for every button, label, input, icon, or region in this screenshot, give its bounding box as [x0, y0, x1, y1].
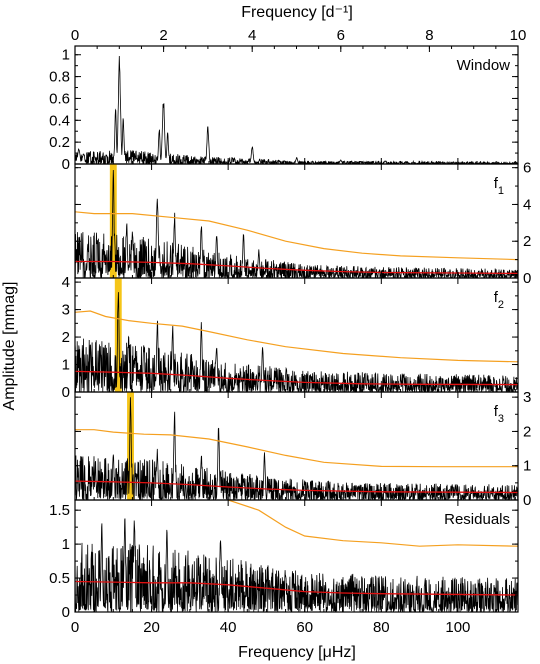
- ytick-label: 4: [523, 196, 531, 213]
- panel-label-f1: f1: [494, 175, 504, 197]
- spectrum-line-f1: [75, 169, 518, 278]
- ytick-label: 2: [523, 423, 531, 440]
- spectrum-line-window: [75, 55, 518, 164]
- ytick-label: 3: [62, 302, 70, 319]
- significance-threshold-residuals: [228, 500, 518, 547]
- spectrum-line-residuals: [75, 518, 518, 612]
- ytick-label: 0: [523, 492, 531, 509]
- significance-threshold-f3: [75, 429, 518, 468]
- ytick-label: 1: [523, 458, 531, 475]
- top-axis-title: Frequency [d⁻¹]: [241, 4, 353, 21]
- panel-f1: 0 2 4 6 f1: [74, 160, 531, 287]
- panels-group: 00.20.40.60.81Window0246f101234f20123f30…: [49, 45, 531, 636]
- ytick-label: 0.8: [49, 69, 70, 86]
- panel-f3: 0 1 2 3 f3: [74, 389, 531, 509]
- xtick-label: 80: [373, 619, 390, 636]
- left-axis-title: Amplitude [mmag]: [1, 282, 18, 411]
- ytick-label: 6: [523, 160, 531, 177]
- xtick-label: 0: [71, 619, 79, 636]
- panel-label-f3: f3: [494, 403, 504, 425]
- noise-level-f3: [75, 480, 518, 494]
- xtick-label: 60: [296, 619, 313, 636]
- ytick-label: 2: [62, 329, 70, 346]
- ytick-label: 1: [62, 536, 70, 553]
- xtick-label: 40: [220, 619, 237, 636]
- peak-highlight-f2: [114, 278, 122, 392]
- top-xtick-label: 0: [71, 27, 79, 44]
- xtick-label: 100: [445, 619, 470, 636]
- top-xtick-label: 8: [425, 27, 433, 44]
- panel-label-f2: f2: [494, 289, 504, 311]
- ytick-label: 0.4: [49, 112, 70, 129]
- spectrum-line-f2: [75, 292, 518, 392]
- spectrum-line-f3: [75, 397, 518, 500]
- ytick-label: 4: [62, 274, 70, 291]
- ytick-label: 2: [523, 233, 531, 250]
- bottom-axis-title: Frequency [μHz]: [238, 644, 356, 661]
- ytick-label: 3: [523, 389, 531, 406]
- xtick-label: 20: [143, 619, 160, 636]
- top-xtick-label: 6: [337, 27, 345, 44]
- ytick-label: 0.2: [49, 134, 70, 151]
- peak-highlight-f1: [109, 164, 117, 278]
- panel-label-residuals: Residuals: [444, 511, 510, 528]
- ytick-label: 1.5: [49, 502, 70, 519]
- ytick-label: 0.5: [49, 570, 70, 587]
- ytick-label: 1: [62, 357, 70, 374]
- ytick-label: 1: [62, 47, 70, 64]
- top-xtick-label: 4: [248, 27, 256, 44]
- panel-f2: 0 1 2 3 4 f2: [62, 274, 519, 401]
- ytick-label: 0: [62, 156, 70, 173]
- noise-level-residuals: [75, 580, 518, 596]
- ytick-label: 0: [523, 270, 531, 287]
- noise-level-f2: [75, 370, 518, 386]
- panel-residuals: 0 0.5 1 1.5 Residuals 0 20 40 60 80 100: [49, 499, 519, 636]
- ytick-label: 0: [62, 604, 70, 621]
- ytick-label: 0: [62, 384, 70, 401]
- noise-level-f1: [75, 260, 518, 275]
- panel-window: 0 0.2 0.4 0.6 0.8 1 Window: [49, 45, 519, 173]
- panel-label-window: Window: [457, 57, 511, 74]
- peak-highlight-f3: [127, 392, 134, 500]
- significance-threshold-f2: [75, 310, 518, 363]
- top-frequency-axis: 0 2 4 6 8 10: [71, 27, 527, 52]
- ytick-label: 0.6: [49, 90, 70, 107]
- top-xtick-label: 10: [510, 27, 527, 44]
- top-xtick-label: 2: [159, 27, 167, 44]
- panel-frame-window: [74, 45, 519, 165]
- significance-threshold-f1: [75, 211, 518, 261]
- panel-frame-residuals: [74, 499, 519, 613]
